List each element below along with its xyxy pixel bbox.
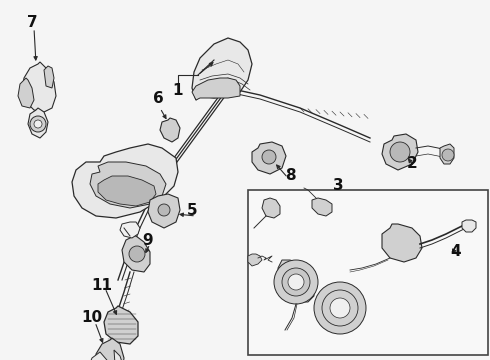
Circle shape — [390, 142, 410, 162]
Circle shape — [442, 149, 454, 161]
Polygon shape — [382, 224, 422, 262]
Polygon shape — [278, 260, 314, 302]
Polygon shape — [382, 134, 418, 170]
Text: 5: 5 — [187, 202, 197, 217]
Polygon shape — [192, 38, 252, 100]
Polygon shape — [98, 176, 156, 206]
Circle shape — [288, 274, 304, 290]
Text: 6: 6 — [152, 90, 163, 105]
Polygon shape — [28, 108, 48, 138]
Circle shape — [330, 298, 350, 318]
Polygon shape — [44, 66, 54, 88]
Polygon shape — [192, 78, 240, 100]
Polygon shape — [90, 162, 166, 208]
Circle shape — [282, 268, 310, 296]
Circle shape — [129, 246, 145, 262]
Polygon shape — [148, 194, 180, 228]
Text: 10: 10 — [81, 310, 102, 325]
Text: 2: 2 — [407, 156, 417, 171]
Polygon shape — [114, 350, 124, 360]
Text: 11: 11 — [92, 278, 113, 292]
Polygon shape — [88, 352, 112, 360]
Polygon shape — [440, 144, 454, 164]
Circle shape — [274, 260, 318, 304]
Polygon shape — [72, 144, 178, 218]
Text: 9: 9 — [143, 233, 153, 248]
Text: 8: 8 — [285, 167, 295, 183]
Circle shape — [34, 120, 42, 128]
Text: 1: 1 — [173, 82, 183, 98]
Circle shape — [314, 282, 366, 334]
Text: 4: 4 — [451, 244, 461, 260]
Polygon shape — [252, 142, 286, 174]
Circle shape — [158, 204, 170, 216]
Circle shape — [262, 150, 276, 164]
Bar — [248, 190, 488, 355]
Polygon shape — [104, 306, 138, 344]
Polygon shape — [18, 78, 34, 108]
Polygon shape — [160, 118, 180, 142]
Polygon shape — [96, 338, 124, 360]
Polygon shape — [22, 62, 56, 112]
Polygon shape — [248, 254, 262, 266]
Circle shape — [30, 116, 46, 132]
Polygon shape — [462, 220, 476, 232]
Polygon shape — [312, 198, 332, 216]
Circle shape — [322, 290, 358, 326]
Polygon shape — [262, 198, 280, 218]
Polygon shape — [120, 222, 140, 238]
Text: 3: 3 — [333, 177, 343, 193]
Polygon shape — [122, 236, 150, 272]
Text: 7: 7 — [26, 14, 37, 30]
